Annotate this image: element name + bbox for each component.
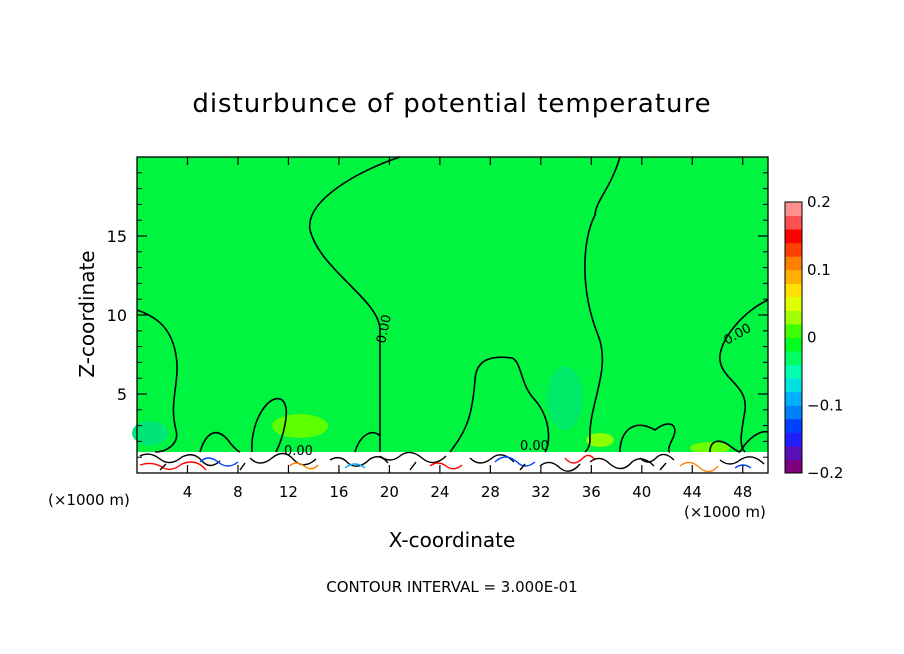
x-tick-label: 48 (733, 483, 752, 501)
contour-label: 0.00 (284, 444, 313, 459)
chart-title: disturbunce of potential temperature (192, 89, 711, 119)
colorbar-swatch (785, 351, 802, 366)
colorbar-tick-label: −0.1 (807, 396, 843, 414)
x-tick-label: 44 (683, 483, 702, 501)
x-unit-note-right: (×1000 m) (684, 503, 766, 521)
colorbar-swatch (785, 283, 802, 298)
x-tick-label: 40 (632, 483, 651, 501)
colorbar-tick-label: −0.2 (807, 464, 843, 482)
y-axis-title: Z-coordinate (75, 250, 99, 377)
colorbar-swatch (785, 391, 802, 406)
cyan-patch-small (132, 421, 168, 445)
colorbar-swatch (785, 229, 802, 244)
colorbar-swatch (785, 323, 802, 338)
colorbar-swatch (785, 296, 802, 311)
zero-contours (136, 156, 769, 453)
x-tick-label: 24 (430, 483, 449, 501)
colorbar-swatch (785, 310, 802, 325)
plot-area: 0.00 0.00 0.00 0.00 (132, 156, 769, 474)
y-tick-label: 5 (117, 385, 127, 404)
yellow-patch (272, 414, 328, 438)
colorbar-swatch (785, 215, 802, 230)
y-tick-label: 10 (107, 306, 127, 325)
colorbar-swatch (785, 445, 802, 460)
x-tick-label: 8 (233, 483, 243, 501)
colorbar-swatch (785, 364, 802, 379)
colorbar-tick-label: 0.2 (807, 193, 831, 211)
colorbar-swatch (785, 256, 802, 271)
x-tick-label: 20 (380, 483, 399, 501)
colorbar-swatch (785, 337, 802, 352)
boundary-layer (137, 452, 768, 473)
colorbar-swatch (785, 269, 802, 284)
heatmap-field (137, 157, 768, 473)
colorbar-swatch (785, 459, 802, 474)
colorbar-frame (784, 201, 803, 474)
y-tick-label: 15 (107, 227, 127, 246)
x-tick-label: 32 (531, 483, 550, 501)
colorbar-swatch (785, 242, 802, 257)
yellow-patch-2 (586, 433, 614, 447)
y-axis: 5 10 15 (107, 172, 768, 458)
contour-interval-note: CONTOUR INTERVAL = 3.000E-01 (326, 578, 577, 596)
x-tick-label: 16 (329, 483, 348, 501)
x-axis-title: X-coordinate (389, 528, 516, 552)
boundary-layer-eddies (139, 451, 765, 473)
x-tick-label: 4 (183, 483, 193, 501)
colorbar-tick-label: 0.1 (807, 261, 831, 279)
colorbar-swatch (785, 405, 802, 420)
colorbar (784, 201, 803, 474)
x-axis: 4 8 12 16 20 24 28 32 36 40 44 48 (183, 157, 752, 501)
colorbar-tick-label: 0 (807, 329, 817, 347)
colorbar-swatch (785, 202, 802, 217)
x-tick-label: 28 (481, 483, 500, 501)
colorbar-swatch (785, 378, 802, 393)
colorbar-swatch (785, 432, 802, 447)
x-tick-label: 36 (582, 483, 601, 501)
contour-label: 0.00 (520, 439, 549, 454)
contour-label: 0.00 (374, 313, 395, 344)
cyan-patch (547, 366, 583, 430)
colorbar-swatch (785, 418, 802, 433)
x-tick-label: 12 (279, 483, 298, 501)
colorbar-labels: 0.2 0.1 0 −0.1 −0.2 (807, 193, 843, 482)
x-unit-note-left: (×1000 m) (48, 491, 130, 509)
